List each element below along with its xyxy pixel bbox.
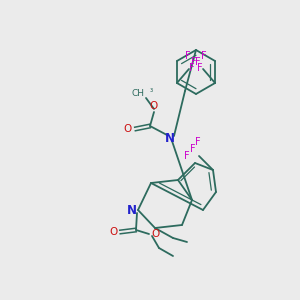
- Text: F: F: [185, 51, 191, 61]
- Text: F: F: [191, 57, 197, 67]
- Text: O: O: [150, 101, 158, 111]
- Text: O: O: [124, 124, 132, 134]
- Text: CH: CH: [131, 88, 144, 98]
- Text: F: F: [201, 51, 207, 61]
- Text: ₃: ₃: [150, 85, 153, 94]
- Text: F: F: [184, 151, 190, 161]
- Text: O: O: [151, 229, 159, 239]
- Text: O: O: [109, 227, 117, 237]
- Text: N: N: [165, 131, 175, 145]
- Text: F: F: [197, 63, 203, 73]
- Text: F: F: [189, 63, 195, 73]
- Text: F: F: [195, 57, 201, 67]
- Text: F: F: [195, 137, 201, 147]
- Text: F: F: [190, 144, 196, 154]
- Text: N: N: [127, 203, 137, 217]
